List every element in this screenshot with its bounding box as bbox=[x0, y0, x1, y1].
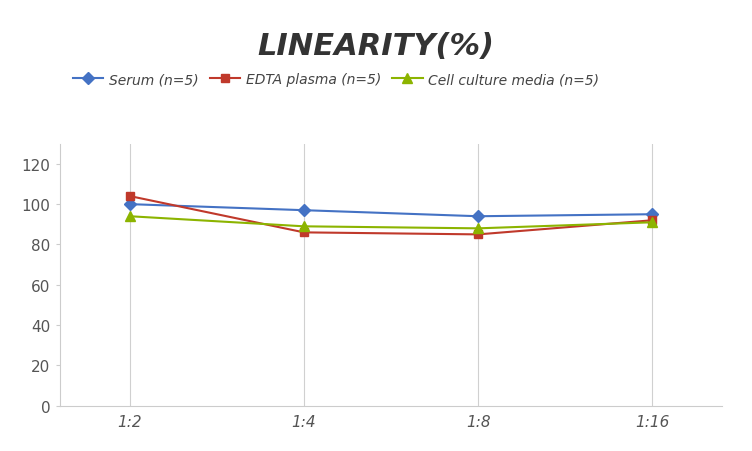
EDTA plasma (n=5) bbox=[647, 218, 656, 224]
EDTA plasma (n=5) bbox=[474, 232, 483, 238]
Line: Serum (n=5): Serum (n=5) bbox=[126, 201, 656, 221]
Cell culture media (n=5) bbox=[474, 226, 483, 231]
EDTA plasma (n=5) bbox=[126, 194, 135, 199]
Legend: Serum (n=5), EDTA plasma (n=5), Cell culture media (n=5): Serum (n=5), EDTA plasma (n=5), Cell cul… bbox=[67, 68, 605, 92]
Cell culture media (n=5) bbox=[647, 220, 656, 226]
Serum (n=5) bbox=[126, 202, 135, 207]
Line: Cell culture media (n=5): Cell culture media (n=5) bbox=[125, 212, 657, 234]
Serum (n=5) bbox=[647, 212, 656, 217]
Serum (n=5) bbox=[299, 208, 308, 213]
Cell culture media (n=5) bbox=[126, 214, 135, 220]
EDTA plasma (n=5) bbox=[299, 230, 308, 235]
Text: LINEARITY(%): LINEARITY(%) bbox=[257, 32, 495, 60]
Line: EDTA plasma (n=5): EDTA plasma (n=5) bbox=[126, 193, 656, 239]
Cell culture media (n=5) bbox=[299, 224, 308, 230]
Serum (n=5) bbox=[474, 214, 483, 220]
